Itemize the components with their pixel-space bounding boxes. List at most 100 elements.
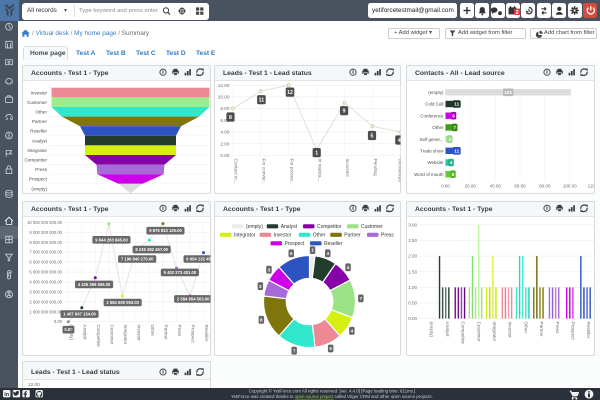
svg-text:5: 5: [329, 346, 332, 351]
svg-text:12.00: 12.00: [218, 83, 230, 88]
svg-text:$: $: [8, 134, 11, 140]
svg-text:8 000 000 000.00: 8 000 000 000.00: [29, 240, 62, 245]
svg-text:Prospect: Prospect: [29, 177, 48, 182]
svg-text:Integrator: Integrator: [27, 148, 47, 153]
svg-text:20.00: 20.00: [465, 184, 477, 189]
svg-text:Unchecked: Unchecked: [398, 159, 403, 183]
svg-text:8: 8: [260, 317, 263, 322]
svg-text:0.50: 0.50: [408, 301, 417, 306]
svg-text:Integrator: Integrator: [123, 325, 128, 345]
svg-text:Prospect: Prospect: [571, 322, 576, 341]
svg-text:Analyst: Analyst: [32, 138, 48, 143]
svg-text:11: 11: [454, 149, 459, 154]
svg-text:(empty): (empty): [31, 186, 47, 191]
svg-text:6: 6: [452, 113, 455, 118]
svg-text:0.00: 0.00: [408, 316, 417, 321]
svg-text:4: 4: [327, 251, 330, 256]
svg-text:1 407 847 134.00: 1 407 847 134.00: [63, 312, 96, 317]
svg-text:Competitor: Competitor: [25, 158, 48, 163]
svg-text:1 000 000 000.00: 1 000 000 000.00: [29, 309, 62, 314]
svg-text:Website: Website: [427, 160, 444, 165]
svg-text:Customer: Customer: [110, 325, 115, 345]
svg-text:For conver...: For conver...: [262, 159, 267, 185]
svg-text:Other: Other: [523, 322, 528, 334]
svg-text:6.00: 6.00: [220, 118, 230, 123]
svg-text:1.00: 1.00: [408, 285, 417, 290]
svg-text:Customer: Customer: [476, 322, 481, 342]
svg-text:7: 7: [360, 296, 363, 301]
svg-text:2 000 000 000.00: 2 000 000 000.00: [29, 299, 62, 304]
svg-text:12: 12: [287, 90, 293, 96]
svg-text:4 425 396 506.00: 4 425 396 506.00: [78, 282, 111, 287]
svg-text:2.00: 2.00: [408, 254, 417, 259]
svg-text:4: 4: [450, 160, 453, 165]
svg-text:1: 1: [315, 150, 318, 156]
svg-text:0.00: 0.00: [54, 319, 63, 324]
svg-text:7 000 000 000.00: 7 000 000 000.00: [29, 250, 62, 255]
svg-text:Conference: Conference: [420, 113, 444, 118]
svg-text:9: 9: [343, 109, 346, 115]
svg-text:2.00: 2.00: [220, 141, 230, 146]
svg-text:Copyright © YetiForce.com All: Copyright © YetiForce.com All rights res…: [249, 388, 416, 393]
svg-text:Trade show: Trade show: [420, 149, 444, 154]
svg-text:6 000 000 000.00: 6 000 000 000.00: [29, 260, 62, 265]
svg-text:Cold Call: Cold Call: [425, 102, 443, 107]
svg-text:3: 3: [268, 267, 271, 272]
svg-text:Analyst: Analyst: [445, 322, 450, 338]
svg-text:1.50: 1.50: [408, 269, 417, 274]
svg-text:(empty): (empty): [69, 325, 74, 341]
svg-text:(empty): (empty): [428, 90, 444, 95]
svg-text:4: 4: [398, 138, 401, 144]
svg-text:3: 3: [448, 137, 451, 142]
svg-text:2 584 954 503.00: 2 584 954 503.00: [177, 296, 210, 301]
svg-text:10 000 000 000.00: 10 000 000 000.00: [27, 220, 63, 225]
svg-text:Other: Other: [313, 233, 326, 239]
svg-text:Integrator: Integrator: [492, 322, 497, 342]
svg-text:0.00: 0.00: [441, 184, 450, 189]
svg-text:8: 8: [229, 115, 232, 121]
svg-text:(empty): (empty): [429, 322, 434, 338]
svg-text:40.00: 40.00: [490, 184, 502, 189]
svg-text:Investor: Investor: [274, 233, 292, 239]
svg-text:9 000 000 000.00: 9 000 000 000.00: [29, 230, 62, 235]
svg-text:Reseller: Reseller: [324, 241, 343, 247]
svg-text:8: 8: [452, 172, 455, 177]
svg-text:Prospect: Prospect: [191, 325, 196, 344]
svg-text:7 196 840 270.00: 7 196 840 270.00: [121, 257, 154, 262]
svg-text:5 000 000 000.00: 5 000 000 000.00: [29, 270, 62, 275]
svg-text:Press: Press: [35, 167, 47, 172]
svg-text:4.00: 4.00: [220, 130, 230, 135]
svg-text:Self gener...: Self gener...: [419, 137, 443, 142]
svg-text:4: 4: [347, 265, 350, 270]
svg-text:2.50: 2.50: [408, 238, 417, 243]
svg-text:0.00: 0.00: [220, 153, 230, 158]
svg-text:in: in: [4, 391, 9, 397]
svg-text:Investor: Investor: [508, 322, 513, 339]
svg-text:Competitor: Competitor: [317, 224, 342, 230]
svg-text:0.00: 0.00: [64, 327, 73, 332]
svg-text:Pending: Pending: [373, 159, 378, 177]
svg-text:11: 11: [454, 102, 459, 107]
svg-text:100.00: 100.00: [563, 184, 577, 189]
svg-text:Word of mouth: Word of mouth: [414, 172, 444, 177]
svg-text:3: 3: [259, 284, 262, 289]
svg-text:120.00: 120.00: [588, 184, 600, 189]
svg-text:Competitor: Competitor: [461, 322, 466, 345]
svg-text:9 876 833 125.00: 9 876 833 125.00: [149, 228, 182, 233]
svg-text:Reseller: Reseller: [586, 322, 591, 339]
svg-text:Incorrect: Incorrect: [345, 159, 350, 178]
svg-text:5 402 273 401.00: 5 402 273 401.00: [164, 270, 197, 275]
svg-text:Other: Other: [36, 110, 48, 115]
svg-text:Contact in...: Contact in...: [234, 159, 239, 184]
svg-text:Partner: Partner: [539, 322, 544, 338]
svg-text:80.00: 80.00: [539, 184, 551, 189]
svg-text:7: 7: [453, 125, 456, 130]
svg-text:Analyst: Analyst: [281, 224, 298, 230]
svg-text:2: 2: [516, 10, 519, 16]
svg-text:4 000 000 000.00: 4 000 000 000.00: [29, 280, 62, 285]
svg-text:6 954 132 456.00: 6 954 132 456.00: [186, 257, 219, 262]
svg-text:Investor: Investor: [137, 325, 142, 342]
svg-text:8.00: 8.00: [220, 106, 230, 111]
svg-text:9 844 263 845.00: 9 844 263 845.00: [95, 237, 128, 242]
svg-text:Competitor: Competitor: [96, 325, 101, 348]
